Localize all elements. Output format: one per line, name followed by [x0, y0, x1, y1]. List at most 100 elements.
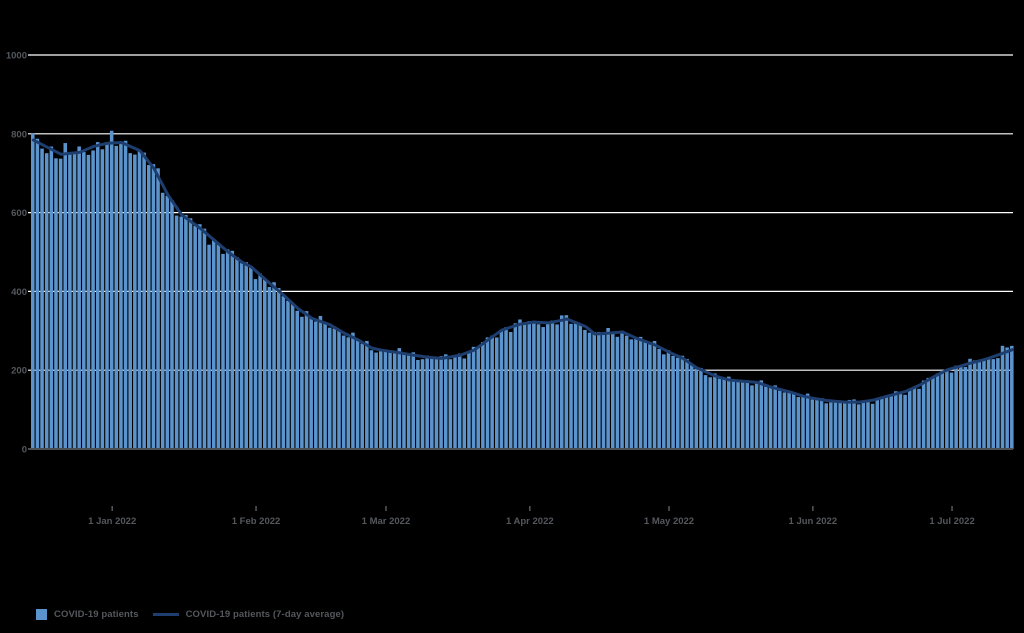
bar-day-120 [587, 332, 592, 449]
bar-day-34 [188, 218, 193, 449]
bar-day-193 [926, 377, 931, 449]
bar-day-194 [931, 376, 935, 449]
bar-day-68 [346, 337, 351, 449]
x-tick-label-6: 1 Jul 2022 [929, 516, 974, 527]
bar-day-96 [476, 346, 480, 449]
bar-day-151 [731, 379, 736, 449]
bar-day-104 [513, 323, 518, 449]
x-tick-label-1: 1 Feb 2022 [232, 516, 281, 527]
bar-day-206 [986, 357, 991, 449]
bar-day-99 [490, 335, 494, 449]
bar-day-137 [666, 350, 671, 449]
bar-day-178 [856, 404, 861, 449]
bar-day-105 [518, 319, 522, 449]
bar-day-131 [638, 336, 643, 449]
bar-day-20 [123, 140, 128, 449]
bar-day-56 [290, 303, 295, 449]
bar-day-161 [778, 390, 782, 449]
bar-day-2 [40, 148, 44, 449]
bar-day-166 [801, 395, 805, 449]
bar-day-199 [954, 365, 958, 449]
y-axis-label-1000: 1000 [6, 51, 27, 62]
bar-day-15 [100, 149, 105, 449]
bar-day-165 [796, 397, 801, 449]
bar-day-1 [35, 138, 40, 449]
bar-day-138 [671, 355, 675, 449]
bar-day-125 [611, 331, 615, 449]
bar-day-23 [137, 150, 142, 449]
bar-day-127 [620, 330, 624, 449]
bar-day-173 [833, 401, 838, 449]
x-tick-label-5: 1 Jun 2022 [789, 516, 838, 527]
bar-day-171 [824, 403, 828, 449]
bar-day-40 [216, 243, 221, 449]
legend-item-patients[interactable]: COVID-19 patients [36, 609, 139, 620]
bar-day-119 [583, 329, 587, 449]
bar-day-159 [768, 386, 773, 449]
bar-day-112 [550, 320, 555, 449]
bar-day-148 [717, 378, 722, 449]
bar-day-79 [397, 348, 402, 449]
bar-day-162 [782, 392, 787, 449]
bar-day-16 [105, 142, 109, 449]
bar-day-207 [991, 359, 996, 449]
bar-day-12 [86, 154, 91, 449]
bar-day-52 [272, 282, 276, 449]
y-axis-label-200: 200 [11, 366, 27, 377]
bar-day-142 [689, 364, 694, 449]
bar-day-116 [569, 323, 573, 449]
bar-day-30 [170, 200, 174, 449]
bar-day-74 [374, 352, 378, 449]
bar-day-106 [522, 324, 527, 449]
bar-day-22 [133, 154, 137, 449]
bar-day-175 [843, 403, 847, 449]
bar-day-113 [555, 324, 559, 449]
seven-day-average-line [31, 138, 1014, 404]
bar-day-192 [921, 380, 926, 449]
bar-day-204 [977, 361, 982, 449]
bar-day-92 [457, 353, 462, 449]
bar-day-36 [198, 224, 202, 449]
y-axis-label-600: 600 [11, 208, 27, 219]
bar-day-202 [968, 358, 972, 449]
bar-day-146 [708, 377, 712, 449]
bar-day-154 [745, 381, 750, 449]
bar-day-203 [972, 360, 977, 449]
bar-day-179 [861, 400, 866, 449]
bar-day-158 [764, 386, 768, 449]
bar-day-188 [903, 394, 907, 449]
bar-day-64 [327, 327, 332, 449]
bar-day-43 [230, 250, 235, 449]
bar-day-78 [392, 351, 397, 449]
chart-legend: COVID-19 patients COVID-19 patients (7-d… [36, 609, 344, 620]
bar-day-108 [532, 320, 536, 449]
bar-day-170 [819, 398, 824, 449]
bar-day-110 [541, 327, 545, 449]
bar-day-80 [402, 354, 406, 449]
bar-day-117 [573, 321, 578, 449]
bar-day-89 [443, 354, 448, 449]
bar-day-189 [907, 388, 912, 449]
bar-day-191 [917, 388, 921, 449]
y-axis-label-400: 400 [11, 287, 27, 298]
bar-day-54 [281, 296, 286, 449]
bar-day-129 [629, 339, 634, 449]
bar-day-111 [546, 322, 550, 449]
bar-day-5 [54, 158, 58, 450]
legend-item-average[interactable]: COVID-19 patients (7-day average) [152, 609, 345, 620]
bar-day-84 [420, 359, 425, 449]
bar-day-185 [889, 394, 893, 449]
y-axis-label-800: 800 [11, 129, 27, 140]
bar-day-47 [249, 267, 253, 449]
bar-day-93 [462, 358, 467, 449]
bar-day-86 [430, 357, 434, 449]
bar-day-38 [207, 244, 211, 449]
bar-day-24 [142, 152, 146, 449]
bar-day-163 [787, 392, 791, 449]
bar-day-29 [165, 195, 170, 449]
x-tick-label-0: 1 Jan 2022 [88, 516, 136, 527]
bar-day-181 [870, 403, 875, 449]
bar-day-132 [643, 340, 648, 449]
bar-day-153 [740, 382, 745, 449]
bar-day-122 [597, 332, 601, 449]
